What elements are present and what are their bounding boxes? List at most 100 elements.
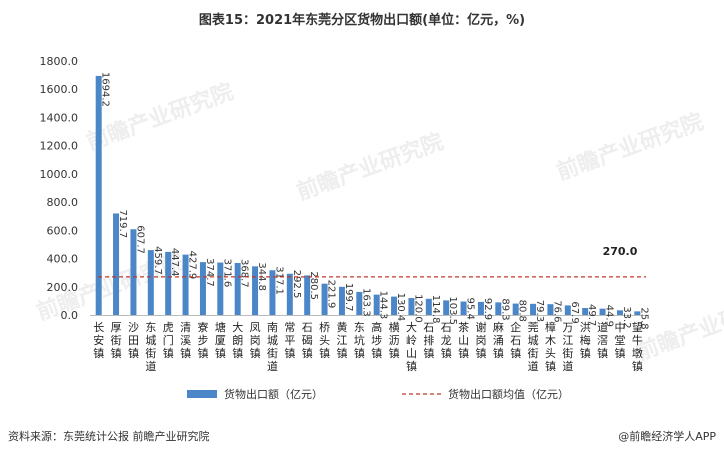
y-axis: 0.0 200.0 400.0 600.0 800.0 1000.0 1200.0 1400.… [40, 55, 646, 322]
bar-value-label: 76.6 [551, 300, 562, 322]
bar [408, 298, 415, 315]
bar [530, 303, 537, 315]
x-tick-label: 石排镇 [423, 321, 434, 360]
x-tick-label: 长安镇 [93, 321, 104, 360]
brand-credit: @前瞻经济学人APP [618, 429, 716, 443]
x-tick-label: 南城街道 [267, 321, 278, 373]
x-tick-label: 望牛墩镇 [632, 321, 643, 373]
bar-value-label: 92.9 [482, 298, 493, 320]
bar [356, 291, 363, 315]
bar [616, 310, 623, 315]
bar [582, 307, 589, 315]
bar [443, 300, 450, 315]
bar-value-label: 1694.2 [100, 72, 111, 107]
bar [599, 308, 606, 315]
bar-value-label: 103.5 [447, 296, 458, 325]
bar-value-label: 67.9 [569, 301, 580, 323]
bar-value-label: 607.7 [134, 225, 145, 254]
bar [130, 229, 137, 315]
bar [391, 296, 398, 315]
bar-series: 1694.2 719.7 607.7 459.7 447.4 427.9 374.7 371.… [95, 72, 649, 330]
bar [321, 283, 328, 315]
bar [425, 298, 432, 315]
x-tick-label: 塘厦镇 [215, 320, 226, 360]
bar [165, 251, 172, 315]
bar [338, 286, 345, 315]
x-tick-label: 中堂镇 [614, 321, 625, 360]
x-tick-label: 沙田镇 [128, 321, 139, 360]
bar-value-label: 25.8 [638, 307, 649, 329]
source-note: 资料来源：东莞统计公报 前瞻产业研究院 [8, 429, 210, 443]
bar [147, 250, 154, 315]
legend: 货物出口额（亿元） 货物出口额均值（亿元） [187, 387, 569, 401]
bar [495, 302, 502, 315]
x-axis: 长安镇厚街镇沙田镇东城街道虎门镇清溪镇寮步镇塘厦镇大朗镇凤岗镇南城街道常平镇石碣… [93, 320, 643, 373]
bar-value-label: 79.3 [534, 300, 545, 322]
x-tick-label: 横沥镇 [389, 320, 400, 360]
x-tick-label: 谢岗镇 [475, 320, 486, 360]
bar-value-label: 130.4 [395, 293, 406, 322]
bar [564, 305, 571, 315]
bar-value-label: 374.7 [204, 258, 215, 287]
bar [477, 301, 484, 315]
bar [182, 254, 189, 315]
bar [304, 275, 311, 315]
x-tick-label: 虎门镇 [163, 321, 174, 360]
y-tick-label: 1400.0 [40, 111, 79, 124]
x-tick-label: 石龙镇 [441, 321, 452, 360]
y-tick-label: 1200.0 [40, 140, 79, 153]
y-tick-label: 600.0 [47, 224, 79, 237]
x-tick-label: 麻涌镇 [493, 320, 504, 360]
y-tick-label: 0.0 [61, 309, 79, 322]
x-tick-label: 寮步镇 [197, 320, 208, 360]
x-tick-label: 东坑镇 [354, 321, 365, 360]
x-tick-label: 石碣镇 [302, 321, 313, 360]
x-tick-label: 樟木头镇 [545, 320, 556, 373]
bar-value-label: 49.7 [586, 304, 597, 326]
x-tick-label: 茶山镇 [458, 321, 469, 360]
bar-value-label: 120.0 [412, 294, 423, 323]
y-tick-label: 400.0 [47, 253, 79, 266]
bar [460, 301, 467, 315]
bar-value-label: 80.8 [517, 300, 528, 322]
y-tick-label: 1600.0 [40, 83, 79, 96]
watermark-text: 前瞻产业研究院 [293, 129, 447, 206]
bar [269, 270, 276, 315]
x-tick-label: 东城街道 [145, 321, 156, 373]
y-tick-label: 800.0 [47, 196, 79, 209]
average-value-label: 270.0 [603, 245, 638, 258]
x-tick-label: 大岭山镇 [406, 320, 417, 373]
bar-value-label: 44.9 [604, 305, 615, 327]
x-tick-label: 桥头镇 [319, 321, 330, 360]
bar [199, 262, 206, 315]
x-tick-label: 凤岗镇 [250, 321, 261, 360]
x-tick-label: 厚街镇 [111, 321, 122, 360]
average-line-layer: 270.0 [98, 245, 646, 278]
x-tick-label: 洪梅镇 [580, 320, 591, 360]
legend-bar-swatch [187, 390, 217, 398]
bar-value-label: 459.7 [152, 246, 163, 275]
bar [634, 311, 641, 315]
bar-value-label: 447.4 [169, 248, 180, 277]
x-tick-label: 万江街道 [562, 321, 573, 373]
bar-value-label: 280.5 [308, 271, 319, 300]
bar [373, 294, 380, 315]
bar-value-label: 95.4 [465, 298, 476, 320]
bar [234, 262, 241, 315]
bar-value-label: 221.9 [326, 280, 337, 309]
bar-value-label: 292.5 [291, 270, 302, 299]
bar-value-label: 144.3 [378, 291, 389, 320]
x-tick-label: 道滘镇 [597, 320, 608, 360]
bar [512, 303, 519, 315]
bar [217, 262, 224, 315]
legend-bar-label: 货物出口额（亿元） [224, 387, 323, 401]
bar-value-label: 199.7 [343, 283, 354, 312]
bar-value-label: 114.8 [430, 295, 441, 324]
x-tick-label: 大朗镇 [232, 320, 243, 360]
legend-line-label: 货物出口额均值（亿元） [448, 387, 569, 401]
bar-value-label: 33.2 [621, 306, 632, 328]
bar-value-label: 427.9 [187, 251, 198, 280]
bar-value-label: 163.3 [360, 288, 371, 317]
